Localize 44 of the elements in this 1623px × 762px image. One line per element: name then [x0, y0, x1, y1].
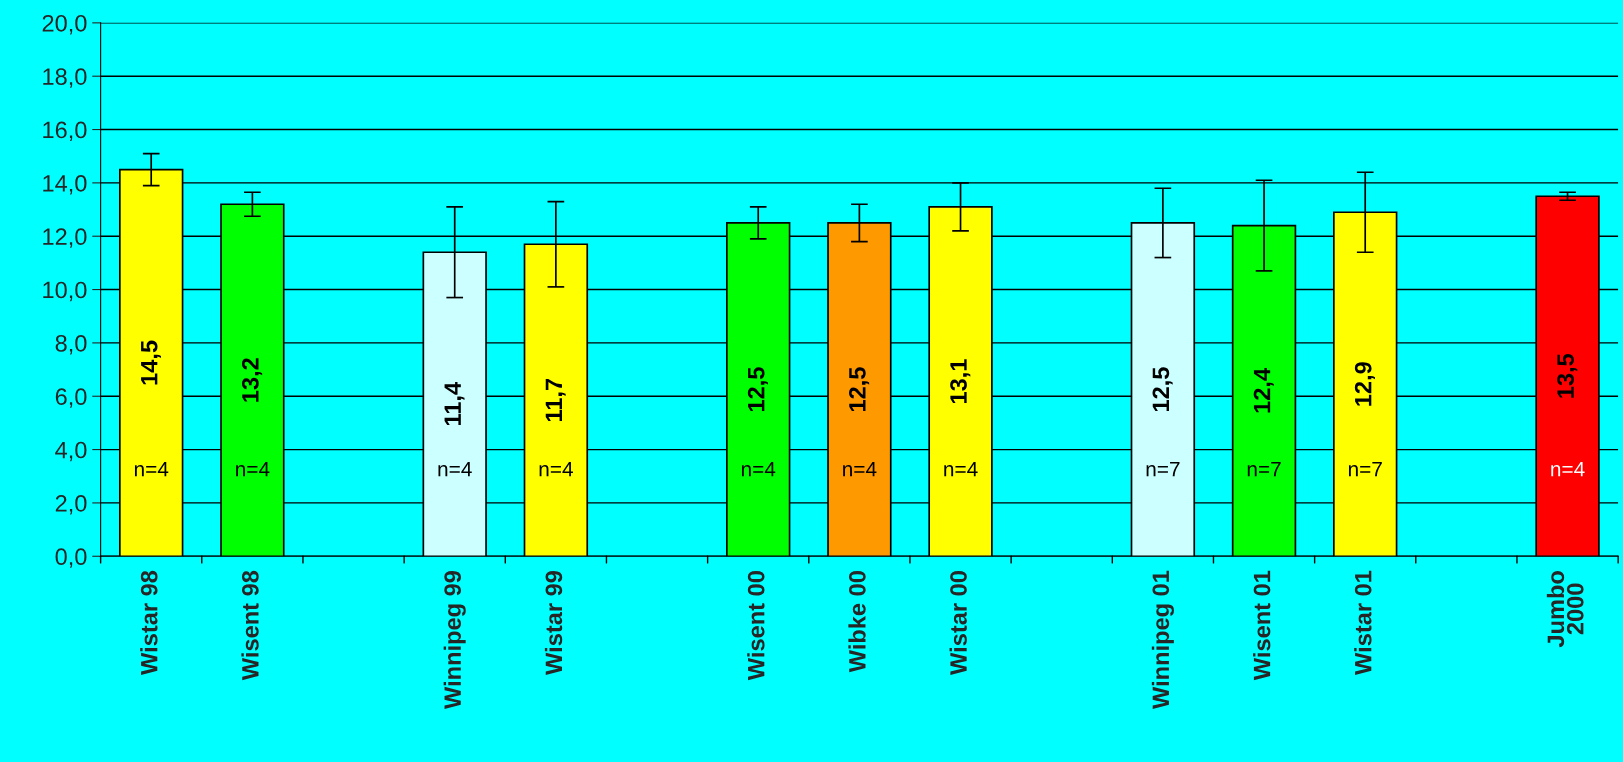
data-label: 12,5	[1152, 367, 1173, 412]
data-label: 11,7	[545, 378, 566, 422]
data-label: 12,9	[1354, 362, 1375, 406]
annotation: n=4	[438, 461, 472, 477]
data-label: 12,4	[1253, 368, 1274, 413]
x-tick-label: Winnipeg 01	[1151, 570, 1174, 709]
y-tick-label: 6,0	[55, 388, 87, 408]
annotation: n=7	[1146, 461, 1180, 477]
x-tick-label: Jumbo 2000	[1546, 571, 1584, 648]
y-tick-label: 14,0	[43, 174, 87, 195]
y-tick-label: 4,0	[55, 441, 87, 462]
data-label: 11,4	[444, 382, 465, 426]
annotation: n=7	[1247, 461, 1281, 477]
y-tick-label: 16,0	[43, 121, 87, 142]
x-tick-label: Wisent 01	[1253, 570, 1271, 681]
x-tick-label: Wisent 98	[241, 570, 259, 681]
annotation: n=4	[944, 461, 978, 477]
x-tick-label: Wistar 98	[140, 570, 158, 675]
annotation: n=4	[1551, 461, 1585, 477]
annotation: n=4	[843, 461, 877, 477]
x-tick-label: Wistar 99	[544, 571, 563, 675]
y-tick-label: 8,0	[55, 334, 87, 355]
data-label: 12,5	[747, 367, 768, 412]
y-tick-label: 12,0	[43, 228, 87, 248]
data-label: 12,5	[849, 367, 870, 412]
data-label: 13,5	[1557, 353, 1578, 398]
data-label: 13,1	[950, 359, 971, 404]
x-tick-label: Wibke 00	[848, 571, 866, 673]
y-tick-label: 10,0	[43, 281, 87, 302]
annotation: n=4	[539, 461, 573, 477]
x-tick-label: Winnipeg 99	[443, 571, 466, 709]
x-tick-label: Wistar 00	[949, 571, 967, 675]
x-tick-label: Wistar 01	[1354, 570, 1372, 675]
annotation: n=4	[134, 461, 169, 477]
annotation: n=7	[1348, 461, 1382, 477]
y-tick-label: 20,0	[42, 14, 87, 35]
y-tick-label: 2,0	[55, 494, 87, 515]
data-label: 13,2	[241, 358, 263, 402]
x-tick-label: Wisent 00	[747, 571, 765, 681]
annotation: n=4	[236, 461, 270, 477]
data-label: 14,5	[141, 340, 161, 385]
y-tick-label: 18,0	[43, 68, 87, 88]
y-tick-label: 0,0	[55, 548, 87, 568]
annotation: n=4	[741, 461, 776, 477]
